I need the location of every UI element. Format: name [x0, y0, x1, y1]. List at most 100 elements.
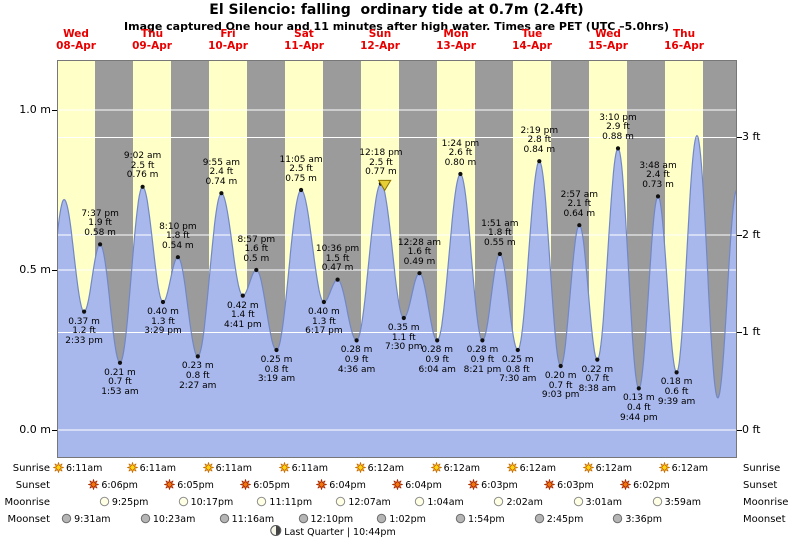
moonset-entry: 1:54pm — [455, 513, 505, 526]
axis-tick — [737, 137, 742, 139]
moonrise-time: 9:25pm — [111, 497, 149, 508]
moonset-entry: 11:16am — [219, 513, 274, 526]
moon-phase-note: Last Quarter | 10:44pm — [270, 525, 396, 538]
sunrise-entry: 6:12am — [582, 462, 633, 475]
moonset-time: 9:31am — [74, 514, 111, 525]
tide-extreme-dot — [321, 299, 326, 305]
moonrise-icon — [99, 496, 112, 508]
sunrise-time: 6:11am — [291, 463, 328, 474]
sunrise-entry: 6:11am — [53, 462, 102, 475]
tide-curve-line — [57, 134, 737, 399]
moonset-icon — [612, 513, 625, 525]
sunset-time: 6:05pm — [253, 480, 290, 491]
tide-extreme-dot — [254, 267, 259, 273]
y-axis-label-ft: 3 ft — [742, 130, 761, 144]
tide-extreme-dot — [140, 184, 145, 189]
sunset-entry: 6:04pm — [392, 479, 442, 492]
moonrise-time: 11:11pm — [269, 497, 313, 508]
tide-extreme-dot — [219, 191, 224, 196]
moonset-time: 3:36pm — [625, 514, 663, 525]
sunset-entry: 6:04pm — [316, 479, 366, 492]
moonset-time: 11:16am — [231, 514, 275, 525]
sunrise-entry: 6:11am — [202, 462, 252, 475]
tide-extreme-dot — [615, 146, 621, 151]
moonset-icon — [61, 513, 74, 525]
sunset-icon — [240, 479, 253, 491]
sunset-time: 6:05pm — [177, 480, 214, 491]
y-axis-label-m: 1.0 m — [19, 103, 51, 116]
tide-extreme-dot — [335, 277, 340, 282]
sunrise-time: 6:11am — [139, 463, 176, 474]
tide-extreme-dot — [354, 338, 359, 343]
moonrise-row-label-right: Moonrise — [743, 497, 789, 508]
tide-extreme-dot — [274, 347, 279, 353]
sunset-icon — [88, 479, 101, 491]
moonrise-icon — [335, 496, 348, 508]
y-axis-label-m: 0.5 m — [19, 263, 51, 276]
moonset-entry: 2:45pm — [534, 513, 584, 526]
moonset-icon — [140, 513, 153, 525]
tide-extreme-dot — [240, 293, 245, 298]
y-axis-label-ft: 1 ft — [742, 325, 761, 339]
sunrise-time: 6:12am — [519, 463, 557, 474]
y-axis-label-ft: 2 ft — [742, 227, 761, 241]
tide-extreme-dot — [636, 386, 641, 391]
tide-extreme-dot — [175, 255, 180, 260]
sunset-icon — [164, 479, 177, 491]
moonrise-row-label-left: Moonrise — [4, 497, 50, 508]
sunset-icon — [316, 479, 329, 491]
sunrise-time: 6:12am — [595, 463, 633, 474]
tide-extreme-dot — [595, 357, 600, 362]
tide-extreme-dot — [655, 194, 661, 199]
moonrise-entry: 1:04am — [414, 496, 464, 509]
sunrise-entry: 6:11am — [126, 462, 176, 475]
axis-tick — [737, 332, 742, 334]
tide-extreme-dot — [458, 171, 463, 177]
y-axis-label-m: 0.0 m — [19, 423, 51, 436]
moonrise-icon — [573, 496, 586, 508]
sunset-entry: 6:05pm — [164, 479, 214, 492]
sunrise-entry: 6:11am — [278, 462, 328, 475]
moonset-entry: 3:36pm — [612, 513, 662, 526]
moonrise-entry: 3:01am — [573, 496, 622, 509]
sunrise-entry: 6:12am — [354, 462, 404, 475]
sunset-time: 6:03pm — [481, 480, 518, 491]
plot-border — [57, 60, 737, 458]
y-axis-label-ft: 0 ft — [742, 423, 761, 436]
tide-extreme-dot — [195, 354, 200, 359]
moonset-icon — [376, 513, 389, 525]
sunset-time: 6:06pm — [101, 480, 138, 491]
sunset-time: 6:04pm — [329, 480, 366, 491]
sunset-icon — [544, 479, 557, 491]
sunrise-time: 6:12am — [443, 463, 481, 474]
page-subtitle: Image captured One hour and 11 minutes a… — [124, 20, 669, 33]
moonset-time: 2:45pm — [546, 514, 584, 525]
sunrise-icon — [126, 462, 140, 474]
moonrise-entry: 12:07am — [335, 496, 391, 509]
moonrise-time: 2:02am — [506, 497, 543, 508]
tide-extreme-dot — [558, 363, 563, 369]
moonrise-time: 1:04am — [427, 497, 464, 508]
moonset-time: 12:10pm — [310, 514, 354, 525]
sunrise-time: 6:12am — [671, 463, 709, 474]
moonset-icon — [298, 513, 311, 525]
sunrise-icon — [430, 462, 444, 474]
sunset-entry: 6:02pm — [620, 479, 670, 492]
sunrise-entry: 6:12am — [430, 462, 481, 475]
sunset-row-label-left: Sunset — [15, 480, 50, 491]
tide-extreme-dot — [537, 159, 542, 164]
moonrise-entry: 2:02am — [493, 496, 543, 509]
sunset-entry: 6:05pm — [240, 479, 290, 492]
sunrise-time: 6:11am — [215, 463, 252, 474]
sunset-icon — [620, 479, 633, 491]
moonset-entry: 9:31am — [61, 513, 111, 526]
sunrise-icon — [582, 462, 596, 474]
moonset-entry: 10:23am — [140, 513, 195, 526]
moonrise-icon — [414, 496, 427, 508]
sunrise-icon — [354, 462, 368, 474]
sunrise-icon — [506, 462, 520, 474]
current-time-marker-icon — [377, 179, 392, 192]
moonrise-icon — [178, 496, 191, 508]
sunset-entry: 6:06pm — [88, 479, 138, 492]
